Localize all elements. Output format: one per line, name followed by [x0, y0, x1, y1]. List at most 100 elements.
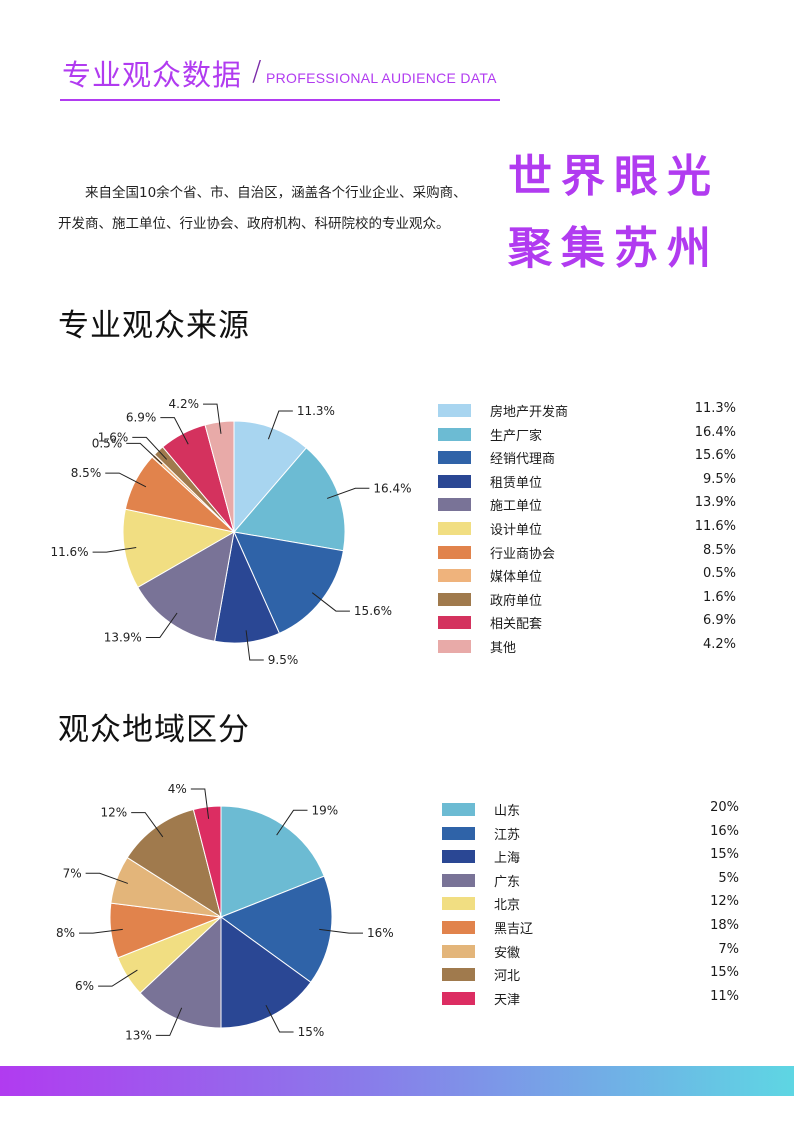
- pie-label-1-5: 8%: [56, 926, 75, 940]
- pie-leader-0-9: [160, 417, 189, 445]
- legend-row-1-5: 黑吉辽 18%: [442, 916, 739, 940]
- legend-row-1-3: 广东 5%: [442, 869, 739, 893]
- legend-value-0-2: 15.6%: [694, 448, 736, 464]
- legend-value-1-2: 15%: [710, 847, 739, 863]
- legend-value-1-5: 18%: [710, 917, 739, 933]
- pie-chart-audience-region: 19% 16% 15% 13% 6% 8% 7% 12% 4%: [56, 782, 394, 1042]
- header-title-en: PROFESSIONAL AUDIENCE DATA: [266, 70, 497, 86]
- pie-label-0-1: 16.4%: [373, 481, 411, 495]
- legend-label-0-3: 租赁单位: [490, 475, 543, 491]
- pie-leader-0-1: [326, 487, 370, 499]
- legend-row-1-2: 上海 15%: [442, 845, 739, 869]
- legend-audience-source: 房地产开发商 11.3% 生产厂家 16.4% 经销代理商 15.6% 租赁单位 9.5% 施工…: [438, 399, 736, 659]
- intro-text: 来自全国10余个省、市、自治区，涵盖各个行业企业、采购商、 开发商、施工单位、行…: [58, 178, 488, 240]
- legend-swatch-1-2: [442, 850, 475, 864]
- legend-label-0-9: 相关配套: [490, 617, 543, 633]
- pie-leader-0-8: [132, 436, 168, 460]
- pie-leader-1-7: [131, 812, 164, 838]
- pie-leader-1-2: [265, 1004, 294, 1033]
- pie-leader-0-3: [245, 630, 264, 661]
- legend-value-0-5: 11.6%: [694, 518, 736, 534]
- legend-swatch-0-3: [438, 474, 471, 488]
- pie-label-1-0: 19%: [312, 803, 339, 817]
- legend-row-1-4: 北京 12%: [442, 892, 739, 916]
- legend-row-0-8: 政府单位 1.6%: [438, 588, 736, 612]
- legend-label-1-5: 黑吉辽: [494, 921, 534, 937]
- legend-row-1-0: 山东 20%: [442, 798, 739, 822]
- legend-swatch-0-5: [438, 521, 471, 535]
- pie-label-0-8: 1.6%: [98, 430, 129, 444]
- legend-label-1-3: 广东: [494, 874, 521, 890]
- pie-label-0-4: 13.9%: [104, 631, 142, 645]
- pie-leader-1-4: [98, 969, 138, 987]
- legend-label-0-4: 施工单位: [490, 499, 543, 515]
- legend-swatch-1-4: [442, 897, 475, 911]
- pie-label-0-0: 11.3%: [297, 404, 335, 418]
- legend-value-1-8: 11%: [710, 988, 739, 1004]
- legend-label-1-7: 河北: [494, 969, 521, 985]
- legend-label-0-8: 政府单位: [490, 593, 543, 609]
- intro-line-1: 来自全国10余个省、市、自治区，涵盖各个行业企业、采购商、: [85, 185, 467, 201]
- header-slash: /: [252, 54, 262, 87]
- legend-swatch-1-8: [442, 991, 475, 1005]
- pie-leader-0-0: [267, 410, 293, 440]
- legend-label-1-8: 天津: [494, 992, 521, 1008]
- legend-swatch-0-9: [438, 616, 471, 630]
- legend-label-1-2: 上海: [494, 851, 521, 867]
- legend-swatch-1-5: [442, 920, 475, 934]
- legend-swatch-0-8: [438, 592, 471, 606]
- pie-label-0-5: 11.6%: [50, 545, 88, 559]
- legend-row-1-6: 安徽 7%: [442, 940, 739, 964]
- legend-value-0-7: 0.5%: [702, 566, 736, 582]
- legend-value-0-0: 11.3%: [694, 401, 736, 416]
- pie-label-0-2: 15.6%: [354, 604, 392, 618]
- legend-row-0-2: 经销代理商 15.6%: [438, 446, 736, 470]
- legend-row-0-1: 生产厂家 16.4%: [438, 423, 736, 447]
- legend-value-1-1: 16%: [710, 823, 739, 839]
- legend-swatch-0-0: [438, 404, 471, 417]
- pie-leader-0-7: [126, 442, 163, 465]
- legend-row-1-1: 江苏 16%: [442, 822, 739, 846]
- legend-row-0-4: 施工单位 13.9%: [438, 493, 736, 517]
- pie-leader-1-8: [190, 788, 210, 819]
- legend-row-0-0: 房地产开发商 11.3%: [438, 399, 736, 423]
- pie-leader-0-4: [145, 612, 178, 639]
- pie-label-1-8: 4%: [168, 782, 187, 796]
- legend-value-0-10: 4.2%: [702, 636, 736, 652]
- header-underline: [60, 99, 500, 101]
- pie-label-1-6: 7%: [63, 866, 82, 880]
- legend-value-0-8: 1.6%: [702, 589, 736, 605]
- legend-row-1-8: 天津 11%: [442, 987, 739, 1011]
- pie-leader-1-6: [85, 872, 129, 884]
- pie-chart-audience-source: 11.3% 16.4% 15.6% 9.5% 13.9% 11.6% 8.5% 0.5%1.6…: [50, 397, 411, 667]
- pie-leader-0-6: [105, 472, 147, 488]
- legend-value-0-4: 13.9%: [694, 495, 736, 511]
- legend-label-0-1: 生产厂家: [490, 428, 543, 444]
- pie-label-0-9: 6.9%: [126, 411, 157, 425]
- legend-swatch-0-4: [438, 498, 471, 512]
- legend-swatch-1-1: [442, 826, 475, 840]
- legend-label-1-6: 安徽: [494, 945, 521, 961]
- pie-label-0-10: 4.2%: [169, 397, 200, 411]
- legend-audience-region: 山东 20% 江苏 16% 上海 15% 广东 5% 北京 12% 黑吉辽 18% 安徽 7% 河北 15% 天…: [442, 798, 739, 1010]
- pie-leader-0-2: [311, 592, 350, 612]
- legend-value-1-0: 20%: [710, 800, 739, 815]
- slogan-line-1: 世界眼光: [508, 151, 720, 202]
- pie-label-1-3: 13%: [125, 1028, 152, 1042]
- legend-value-1-4: 12%: [710, 894, 739, 910]
- legend-label-0-2: 经销代理商: [490, 452, 556, 468]
- legend-swatch-0-7: [438, 569, 471, 583]
- pie-label-1-4: 6%: [75, 979, 94, 993]
- legend-swatch-0-6: [438, 545, 471, 559]
- legend-row-0-7: 媒体单位 0.5%: [438, 564, 736, 588]
- legend-row-0-10: 其他 4.2%: [438, 635, 736, 659]
- legend-value-0-9: 6.9%: [702, 613, 736, 629]
- legend-label-0-5: 设计单位: [490, 522, 543, 538]
- legend-swatch-0-2: [438, 451, 471, 465]
- header-title-cn: 专业观众数据: [62, 58, 243, 92]
- pie-leader-0-5: [92, 546, 137, 553]
- legend-swatch-0-1: [438, 427, 471, 441]
- legend-value-0-1: 16.4%: [694, 424, 736, 440]
- pie-leader-1-0: [276, 809, 308, 836]
- pie-leader-1-1: [319, 928, 363, 934]
